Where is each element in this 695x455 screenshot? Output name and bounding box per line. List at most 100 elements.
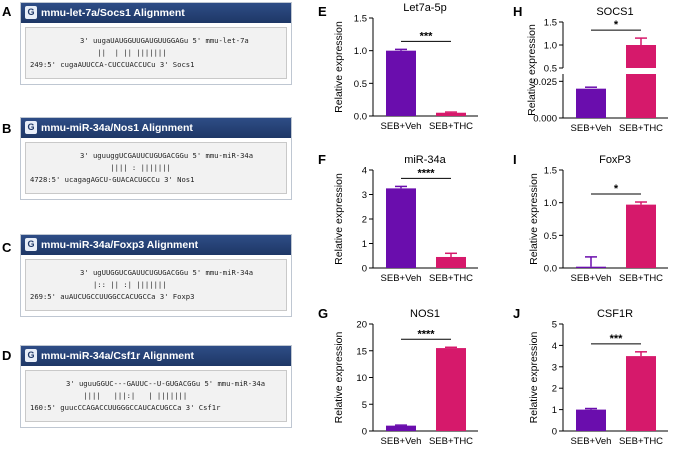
y-axis-label: Relative expression: [528, 173, 540, 265]
y-tick-label: 0.5: [544, 231, 557, 242]
x-tick-label: SEB+Veh: [571, 273, 612, 284]
alignment-header: G mmu-let-7a/Socs1 Alignment: [21, 3, 291, 23]
y-axis-label: Relative expression: [333, 173, 345, 265]
bar: [386, 50, 416, 116]
y-tick-label: 4: [362, 166, 367, 177]
significance-stars: ****: [417, 328, 435, 340]
chart-title: Let7a-5p: [403, 2, 446, 14]
x-tick-label: SEB+THC: [619, 273, 663, 284]
chart-socs1: SOCS1 Relative expression 0.5 1.0 1.5 0.000 0.…: [526, 6, 668, 134]
alignment-box-socs1: G mmu-let-7a/Socs1 Alignment 3' uugaUAUG…: [20, 2, 292, 85]
alignment-body: 3' uguuGGUC---GAUUC--U-GUGACGGu 5' mmu-m…: [25, 370, 287, 422]
y-tick-label: 15: [356, 346, 367, 357]
chart-mir34a: miR-34a Relative expression 0 1 2 3 4 SEB+Veh SE…: [333, 154, 478, 284]
panel-label-b: B: [2, 121, 12, 136]
pairing-line: |||| : |||||||: [80, 163, 176, 172]
y-tick-label: 4: [552, 341, 557, 352]
x-tick-label: SEB+THC: [619, 123, 663, 134]
bar: [576, 409, 606, 431]
y-tick-label: 1.5: [544, 166, 557, 177]
significance-stars: ***: [420, 30, 434, 42]
y-tick-label: 0.0: [354, 112, 367, 123]
y-tick-label: 0.000: [533, 114, 557, 125]
chart-csf1r: CSF1R Relative expression 0 1 2 3 4 5 SEB+Veh SEB…: [528, 308, 668, 447]
alignment-box-foxp3: G mmu-miR-34a/Foxp3 Alignment 3' ugUUGGU…: [20, 234, 292, 317]
chart-title: miR-34a: [404, 154, 446, 166]
alignment-body: 3' uugaUAUGGUUGAUGUUGGAGu 5' mmu-let-7a …: [25, 27, 287, 79]
alignment-header: G mmu-miR-34a/Csf1r Alignment: [21, 346, 291, 366]
y-tick-label: 0.5: [354, 79, 367, 90]
x-tick-label: SEB+Veh: [381, 436, 422, 447]
y-tick-label: 1.5: [354, 14, 367, 25]
pairing-line: |||| |||:| | |||||||: [66, 391, 192, 400]
y-tick-label: 10: [356, 373, 367, 384]
chart-title: CSF1R: [597, 308, 633, 320]
alignment-header: G mmu-miR-34a/Nos1 Alignment: [21, 118, 291, 138]
x-tick-label: SEB+THC: [429, 436, 473, 447]
target-sequence: 249:5' cugaAUUCCA-CUCCUACCUCu 3' Socs1: [30, 60, 195, 69]
y-tick-label: 5: [362, 400, 367, 411]
chart-nos1: NOS1 Relative expression 0 5 10 15 20 SEB+Veh SE…: [333, 308, 478, 447]
bar: [386, 425, 416, 431]
y-axis-label: Relative expression: [333, 21, 345, 113]
y-tick-label: 20: [356, 320, 367, 331]
bar: [626, 45, 656, 68]
mirna-sequence: 3' uguuGGUC---GAUUC--U-GUGACGGu 5' mmu-m…: [66, 379, 266, 388]
panel-label-h: H: [513, 4, 523, 19]
alignment-title: mmu-let-7a/Socs1 Alignment: [41, 7, 185, 19]
y-tick-label: 1.0: [354, 46, 367, 57]
panel-label-f: F: [318, 152, 326, 167]
alignment-title: mmu-miR-34a/Nos1 Alignment: [41, 122, 193, 134]
x-tick-label: SEB+Veh: [381, 121, 422, 132]
bar: [626, 356, 656, 431]
y-tick-label: 1.5: [544, 18, 557, 29]
alignment-logo-icon: G: [25, 349, 37, 362]
significance-stars: ***: [610, 333, 624, 345]
y-tick-label: 0.0: [544, 264, 557, 275]
chart-let7a: Let7a-5p Relative expression 0.0 0.5 1.0 1.5 S…: [333, 2, 478, 132]
y-tick-label: 0.025: [533, 77, 557, 88]
chart-title: NOS1: [410, 308, 440, 320]
bar: [436, 348, 466, 431]
y-tick-label: 1: [362, 239, 367, 250]
y-tick-label: 1.0: [544, 41, 557, 52]
bar: [436, 112, 466, 116]
mirna-sequence: 3' uugaUAUGGUUGAUGUUGGAGu 5' mmu-let-7a: [80, 36, 249, 45]
bar: [436, 256, 466, 268]
panel-label-j: J: [513, 306, 521, 321]
pairing-line: |:: || :| |||||||: [80, 280, 171, 289]
panel-label-e: E: [318, 4, 327, 19]
alignment-header: G mmu-miR-34a/Foxp3 Alignment: [21, 235, 291, 255]
y-tick-label: 0: [552, 427, 557, 438]
chart-foxp3: FoxP3 Relative expression 0.0 0.5 1.0 1.5 SEB+…: [528, 154, 668, 284]
y-axis-label: Relative expression: [526, 24, 538, 116]
alignment-title: mmu-miR-34a/Csf1r Alignment: [41, 350, 195, 362]
alignment-body: 3' uguuggUCGAUUCUGUGACGGu 5' mmu-miR-34a…: [25, 142, 287, 194]
panel-label-i: I: [513, 152, 517, 167]
y-tick-label: 3: [362, 190, 367, 201]
y-axis-label: Relative expression: [333, 332, 345, 424]
chart-title: FoxP3: [599, 154, 631, 166]
x-tick-label: SEB+THC: [619, 436, 663, 447]
y-tick-label: 0.5: [544, 64, 557, 75]
x-tick-label: SEB+Veh: [571, 123, 612, 134]
y-tick-label: 0: [362, 264, 367, 275]
alignment-logo-icon: G: [25, 238, 37, 251]
bar: [626, 74, 656, 118]
alignment-box-csf1r: G mmu-miR-34a/Csf1r Alignment 3' uguuGGU…: [20, 345, 292, 428]
panel-label-a: A: [2, 4, 12, 19]
y-tick-label: 5: [552, 320, 557, 331]
target-sequence: 160:5' guucCCAGACCUUGGGCCAUCACUGCCa 3' C…: [30, 403, 221, 412]
significance-stars: ****: [417, 167, 435, 179]
alignment-logo-icon: G: [25, 6, 37, 19]
y-axis-label: Relative expression: [528, 332, 540, 424]
y-tick-label: 0: [362, 427, 367, 438]
pairing-line: || | || |||||||: [80, 48, 171, 57]
y-tick-label: 2: [362, 215, 367, 226]
alignment-title: mmu-miR-34a/Foxp3 Alignment: [41, 239, 199, 251]
target-sequence: 4728:5' ucagagAGCU-GUACACUGCCu 3' Nos1: [30, 175, 195, 184]
panel-label-d: D: [2, 348, 12, 363]
bar: [576, 266, 606, 268]
y-tick-label: 2: [552, 384, 557, 395]
significance-stars: *: [614, 183, 619, 195]
